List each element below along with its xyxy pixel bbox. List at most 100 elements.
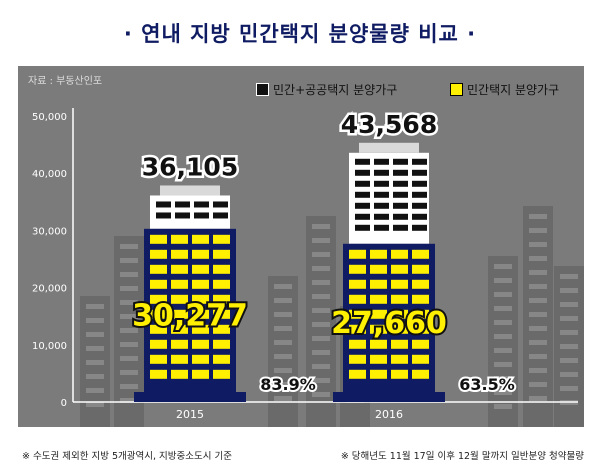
footnote-right: ※ 당해년도 11월 17일 이후 12월 말까지 일반분양 청약물량	[340, 451, 584, 462]
legend-item-private: 민간택지 분양가구	[450, 78, 559, 100]
window-black	[393, 191, 408, 198]
window-yellow	[370, 249, 387, 259]
total-value-label: 43,568	[341, 110, 437, 139]
page-title: · 연내 지방 민간택지 분양물량 비교 ·	[123, 22, 477, 46]
source-label: 자료 : 부동산인포	[28, 76, 103, 87]
window-yellow	[150, 279, 167, 289]
window-yellow	[412, 324, 429, 334]
window-yellow	[412, 279, 429, 289]
background-window	[86, 402, 104, 407]
window-yellow	[192, 309, 209, 319]
x-tick-label: 2016	[375, 408, 403, 421]
background-window	[494, 362, 512, 367]
window-black	[374, 191, 389, 198]
private-value-label: 27,660	[331, 306, 447, 341]
window-black	[355, 180, 370, 187]
bar-total-crown	[160, 185, 220, 196]
window-yellow	[192, 249, 209, 259]
window-yellow	[370, 369, 387, 379]
background-window	[120, 258, 138, 263]
background-window	[274, 340, 292, 345]
background-window	[529, 312, 547, 317]
window-yellow	[412, 294, 429, 304]
window-yellow	[349, 294, 366, 304]
window-yellow	[349, 309, 366, 319]
window-yellow	[370, 309, 387, 319]
background-window	[86, 388, 104, 393]
background-window	[312, 378, 330, 383]
background-window	[494, 278, 512, 283]
bar-base	[333, 392, 445, 402]
window-yellow	[349, 279, 366, 289]
background-window	[274, 326, 292, 331]
window-yellow	[192, 324, 209, 334]
background-window	[312, 224, 330, 229]
background-window	[560, 330, 578, 335]
window-yellow	[349, 264, 366, 274]
window-yellow	[192, 294, 209, 304]
window-yellow	[213, 294, 230, 304]
background-window	[312, 252, 330, 257]
window-black	[412, 202, 427, 209]
background-window	[274, 312, 292, 317]
window-yellow	[391, 339, 408, 349]
window-yellow	[412, 369, 429, 379]
window-black	[213, 201, 228, 208]
window-black	[355, 191, 370, 198]
window-black	[213, 212, 228, 219]
window-yellow	[171, 309, 188, 319]
window-yellow	[370, 339, 387, 349]
window-black	[194, 201, 209, 208]
background-window	[312, 238, 330, 243]
window-black	[393, 180, 408, 187]
footnote-left: ※ 수도권 제외한 지방 5개광역시, 지방중소도시 기준	[22, 451, 232, 462]
window-black	[412, 169, 427, 176]
background-window	[494, 292, 512, 297]
window-yellow	[412, 264, 429, 274]
window-yellow	[171, 294, 188, 304]
bar-total-crown	[359, 142, 419, 153]
window-black	[374, 180, 389, 187]
window-yellow	[370, 264, 387, 274]
background-window	[86, 374, 104, 379]
background-window	[120, 370, 138, 375]
window-yellow	[370, 279, 387, 289]
window-yellow	[213, 324, 230, 334]
window-black	[355, 169, 370, 176]
background-window	[120, 398, 138, 403]
window-black	[374, 158, 389, 165]
background-window	[560, 302, 578, 307]
background-window	[529, 214, 547, 219]
window-black	[412, 213, 427, 220]
background-window	[494, 320, 512, 325]
background-window	[560, 274, 578, 279]
background-window	[120, 300, 138, 305]
window-yellow	[150, 369, 167, 379]
window-yellow	[192, 279, 209, 289]
window-yellow	[171, 249, 188, 259]
background-window	[560, 358, 578, 363]
background-window	[274, 354, 292, 359]
bar-base	[134, 392, 246, 402]
background-window	[560, 344, 578, 349]
window-yellow	[150, 294, 167, 304]
window-black	[393, 202, 408, 209]
y-tick-label: 20,000	[32, 284, 67, 295]
window-yellow	[391, 324, 408, 334]
background-window	[312, 350, 330, 355]
window-yellow	[412, 249, 429, 259]
window-black	[393, 213, 408, 220]
window-yellow	[150, 324, 167, 334]
y-tick-label: 40,000	[32, 169, 67, 180]
window-black	[412, 180, 427, 187]
legend-item-total: 민간+공공택지 분양가구	[256, 78, 397, 100]
background-window	[494, 376, 512, 381]
background-window	[86, 318, 104, 323]
window-yellow	[391, 309, 408, 319]
legend-label-total: 민간+공공택지 분양가구	[273, 82, 398, 97]
background-window	[120, 314, 138, 319]
window-yellow	[213, 354, 230, 364]
y-tick-label: 50,000	[32, 112, 67, 123]
background-window	[274, 368, 292, 373]
background-building	[306, 216, 336, 427]
